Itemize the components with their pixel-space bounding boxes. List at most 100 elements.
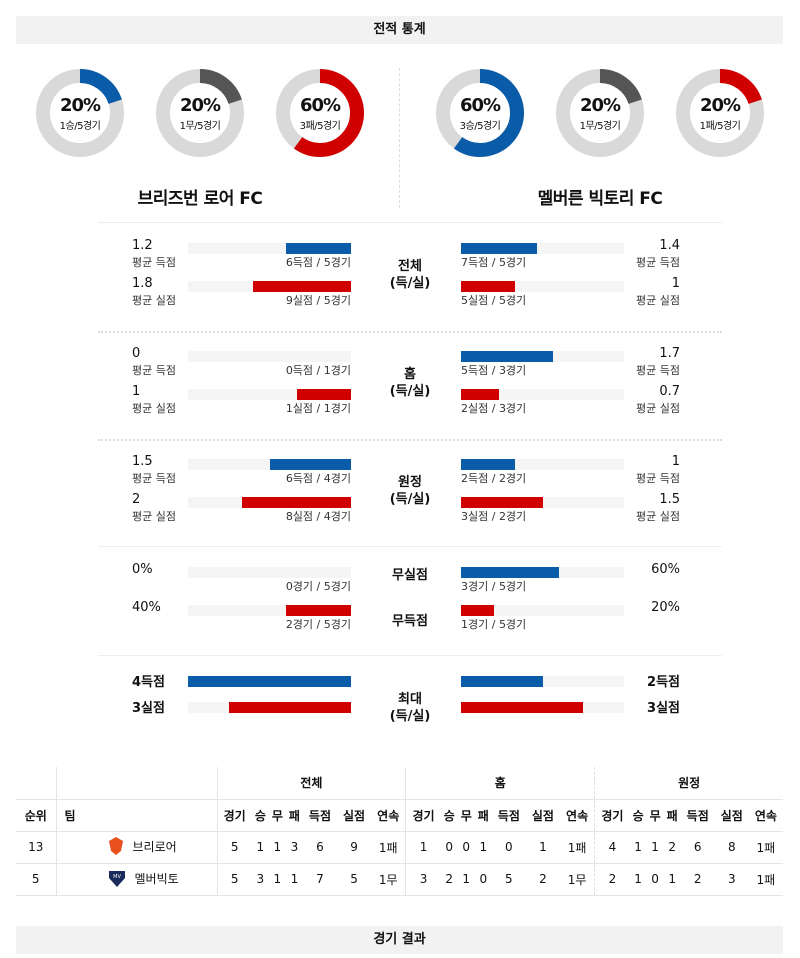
home-note: 0득점 / 1경기 bbox=[285, 364, 351, 377]
away-bar-track bbox=[461, 243, 624, 254]
home-bar-track bbox=[188, 567, 351, 578]
team-name[interactable]: 멜버빅토 bbox=[134, 871, 179, 886]
home-bar bbox=[253, 281, 351, 292]
col-header: 연속 bbox=[748, 799, 783, 832]
col-header: 순위 bbox=[16, 799, 56, 832]
section-divider bbox=[98, 331, 722, 333]
home-value: 1.5 bbox=[132, 454, 153, 469]
section-divider bbox=[98, 655, 722, 656]
home-note: 9실점 / 5경기 bbox=[285, 294, 351, 307]
stat-cell: 3 bbox=[405, 863, 441, 896]
svg-text:MV: MV bbox=[113, 874, 121, 880]
col-header: 실점 bbox=[714, 799, 749, 832]
row-label: 무득점 bbox=[392, 614, 428, 629]
away-label: 평균 득점 bbox=[636, 256, 680, 269]
donut-percent: 20% bbox=[699, 95, 741, 116]
stat-cell: 9 bbox=[336, 831, 372, 864]
donut-subtitle: 1무/5경기 bbox=[579, 121, 621, 132]
home-bar bbox=[242, 497, 351, 508]
col-header: 연속 bbox=[559, 799, 595, 832]
donut-chart-home-2: 60% 3패/5경기 bbox=[276, 69, 364, 157]
home-label: 평균 실점 bbox=[132, 510, 176, 523]
away-note: 2득점 / 2경기 bbox=[461, 472, 527, 485]
col-header: 경기 bbox=[405, 799, 441, 832]
stat-cell: 1 bbox=[405, 831, 441, 864]
away-note: 5실점 / 5경기 bbox=[461, 294, 527, 307]
home-value: 1.8 bbox=[132, 276, 153, 291]
away-bar bbox=[461, 567, 559, 578]
rank: 5 bbox=[16, 863, 56, 896]
col-header: 승 bbox=[629, 799, 647, 832]
col-header: 승 bbox=[251, 799, 269, 832]
donut-value bbox=[156, 69, 244, 157]
section-divider bbox=[98, 546, 722, 547]
home-value: 40% bbox=[132, 600, 161, 615]
home-value: 1 bbox=[132, 384, 141, 399]
home-bar-track bbox=[188, 243, 351, 254]
stat-cell: 1 bbox=[525, 831, 560, 864]
stat-cell: 1무 bbox=[559, 863, 595, 896]
col-header: 패 bbox=[285, 799, 303, 832]
stat-cell: 3 bbox=[714, 863, 749, 896]
col-header: 팀 bbox=[55, 799, 217, 832]
away-bar-track bbox=[461, 497, 624, 508]
away-label: 평균 득점 bbox=[636, 472, 680, 485]
section-divider bbox=[98, 222, 722, 223]
away-bar bbox=[461, 605, 494, 616]
stat-cell: 0 bbox=[457, 831, 475, 864]
col-header: 득점 bbox=[302, 799, 337, 832]
donut-chart-away-0: 60% 3승/5경기 bbox=[436, 69, 524, 157]
home-value: 4득점 bbox=[132, 675, 165, 690]
section-title-stats: 전적 통계 bbox=[16, 16, 783, 44]
stat-cell: 1 bbox=[268, 831, 286, 864]
col-header: 득점 bbox=[680, 799, 715, 832]
donut-chart-home-0: 20% 1승/5경기 bbox=[36, 69, 124, 157]
away-bar bbox=[461, 702, 584, 713]
stat-cell: 1 bbox=[268, 863, 286, 896]
stat-cell: 6 bbox=[680, 831, 715, 864]
row-label: 무실점 bbox=[392, 568, 428, 583]
donut-chart-home-1: 20% 1무/5경기 bbox=[156, 69, 244, 157]
stat-cell: 1 bbox=[474, 831, 492, 864]
section-label: 홈 (득/실) bbox=[389, 367, 431, 399]
away-bar-track bbox=[461, 389, 624, 400]
away-label: 평균 실점 bbox=[636, 402, 680, 415]
stat-cell: 5 bbox=[336, 863, 372, 896]
rank: 13 bbox=[16, 831, 56, 864]
stat-cell: 2 bbox=[525, 863, 560, 896]
col-header: 경기 bbox=[594, 799, 630, 832]
stat-cell: 1 bbox=[457, 863, 475, 896]
home-bar bbox=[188, 676, 351, 687]
away-note: 3경기 / 5경기 bbox=[461, 580, 527, 593]
away-bar bbox=[461, 676, 543, 687]
stat-cell: 1 bbox=[646, 831, 664, 864]
stat-cell: 5 bbox=[216, 831, 252, 864]
away-label: 평균 실점 bbox=[636, 294, 680, 307]
group-header: 홈 bbox=[405, 767, 595, 800]
section-label: 전체 (득/실) bbox=[389, 259, 431, 291]
stat-cell: 1 bbox=[251, 831, 269, 864]
stat-cell: 3 bbox=[251, 863, 269, 896]
team-logo-icon bbox=[108, 836, 123, 858]
home-value: 3실점 bbox=[132, 701, 165, 716]
away-bar-track bbox=[461, 567, 624, 578]
stat-cell: 7 bbox=[302, 863, 337, 896]
group-header: 전체 bbox=[216, 767, 406, 800]
away-value: 0.7 bbox=[659, 384, 680, 399]
col-header: 패 bbox=[474, 799, 492, 832]
home-bar-track bbox=[188, 702, 351, 713]
away-value: 1 bbox=[671, 276, 680, 291]
team-name[interactable]: 브리로어 bbox=[132, 839, 177, 854]
home-bar-track bbox=[188, 605, 351, 616]
home-note: 8실점 / 4경기 bbox=[285, 510, 351, 523]
away-value: 1.4 bbox=[659, 238, 680, 253]
away-value: 20% bbox=[651, 600, 680, 615]
donut-subtitle: 1무/5경기 bbox=[179, 121, 221, 132]
donut-percent: 60% bbox=[459, 95, 501, 116]
donut-value bbox=[676, 69, 764, 157]
divider bbox=[399, 68, 400, 208]
donut-subtitle: 1승/5경기 bbox=[59, 121, 101, 132]
away-value: 1.7 bbox=[659, 346, 680, 361]
home-label: 평균 실점 bbox=[132, 402, 176, 415]
home-bar-track bbox=[188, 459, 351, 470]
